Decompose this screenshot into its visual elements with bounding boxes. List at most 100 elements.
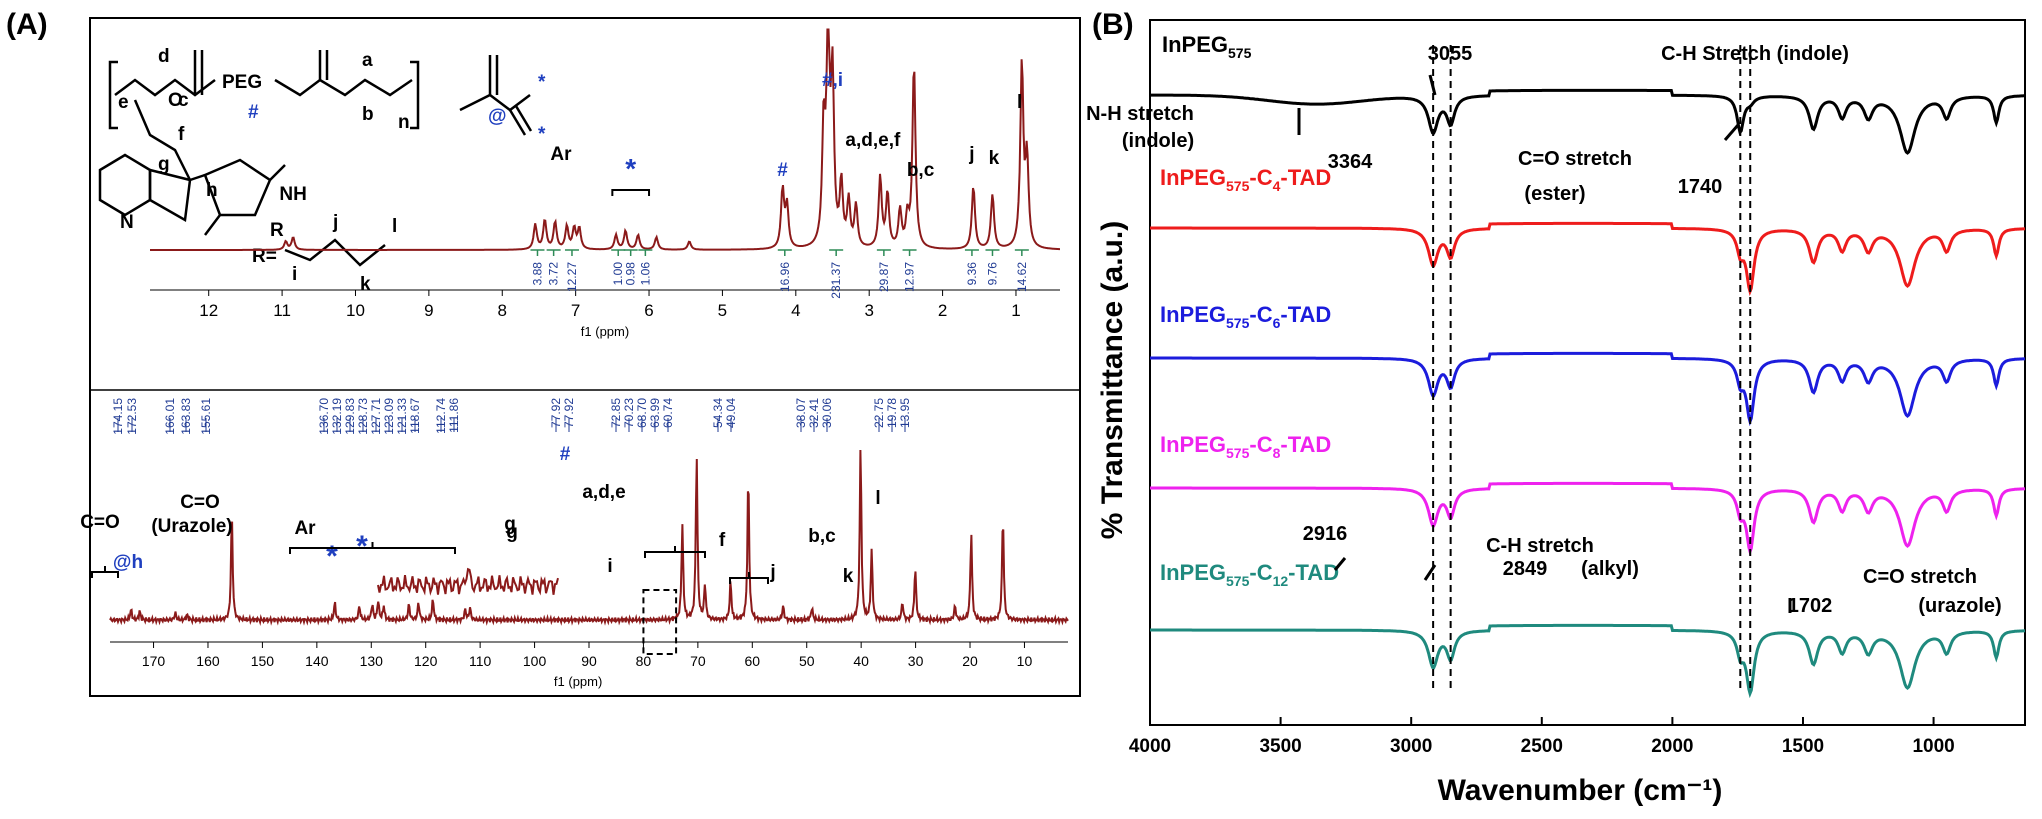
h-integral-label: 29.87 [877, 262, 891, 292]
c-nmr-peak-label: i [607, 556, 612, 577]
c-nmr-peak-label: Ar [294, 518, 316, 539]
h-nmr-peak-label: #,i [822, 70, 843, 91]
h-nmr-tick-label: 2 [938, 301, 947, 320]
h-nmr-tick-label: 10 [346, 301, 365, 320]
c-nmr-peak-value: 49.04 [724, 398, 738, 428]
c-nmr-peak-value: 174.15 [111, 398, 125, 435]
ftir-series-4 [1150, 623, 2026, 699]
ftir-label-part: InPEG [1162, 32, 1228, 57]
c-nmr-bracket [729, 572, 769, 584]
ftir-series-label-0: InPEG575 [1162, 32, 1252, 61]
h-nmr-trace [150, 28, 1060, 251]
ftir-series-label-3: InPEG575-C8-TAD [1160, 432, 1331, 461]
c-nmr-xlabel: f1 (ppm) [554, 674, 602, 689]
ftir-arrow [1423, 564, 1437, 581]
structure-label-15: * [538, 72, 546, 93]
ftir-label-part: InPEG [1160, 302, 1226, 327]
ftir-annotation-13: 1702 [1788, 595, 1833, 617]
c-nmr-peak-value: 30.06 [820, 398, 834, 428]
c-nmr-bracket [91, 566, 119, 578]
structure-label-8: f [178, 124, 185, 145]
ftir-tick-label: 2000 [1651, 736, 1693, 757]
h-integral-label: 9.76 [985, 262, 999, 286]
urazole-co2 [204, 214, 221, 236]
c-nmr-peak-label: j [769, 562, 775, 583]
nmr-frame [89, 17, 1081, 697]
structure-label-20: k [360, 274, 371, 295]
ftir-series-0 [1150, 88, 2025, 155]
structure-label-9: g [158, 154, 170, 175]
ftir-label-part: -TAD [1280, 432, 1331, 457]
h-integral-label: 9.36 [965, 262, 979, 286]
c-nmr-tick-label: 170 [142, 653, 166, 669]
ftir-annotation-12: C=O stretch [1863, 566, 1977, 588]
ftir-series-3 [1150, 481, 2026, 557]
ftir-tick-label: 1000 [1912, 736, 1954, 757]
structure-label-0: d [158, 46, 170, 67]
structure-labels: d c PEG # a b n e fg h N R O @ * * R= i j k l [118, 46, 546, 295]
urazole-co1 [269, 164, 286, 181]
ftir-tick-label: 1500 [1782, 736, 1824, 757]
ftir-annotation-4: 3364 [1328, 151, 1373, 173]
ftir-annotation-3: (indole) [1122, 130, 1194, 152]
structure-label-14: @ [488, 106, 507, 127]
ftir-chart: InPEG575InPEG575-C4-TADInPEG575-C6-TADIn… [1086, 32, 2026, 807]
chemical-structure [98, 50, 533, 267]
h-nmr-vinyl-bracket [611, 189, 651, 196]
h-nmr-peak-label: l [1017, 92, 1022, 113]
c-nmr-peak-value: 54.34 [711, 398, 725, 428]
h-nmr-peak-label: b,c [907, 160, 935, 181]
c-nmr-peak-value: 129.83 [343, 398, 357, 435]
ftir-annotation-8: 2916 [1303, 523, 1348, 545]
ftir-label-part: 575 [1228, 45, 1252, 61]
indole-pyrrole [148, 168, 192, 223]
ftir-frame [1149, 19, 2026, 726]
c-nmr-tick-label: 100 [523, 653, 547, 669]
h-integral-bracket [623, 249, 638, 256]
h-integral-label: 14.62 [1015, 262, 1029, 292]
c-nmr-peak-value: 111.86 [447, 398, 461, 433]
ftir-tick-label: 3000 [1390, 736, 1432, 757]
c-nmr-peak-label: C=O [80, 512, 120, 533]
ftir-label-part: 8 [1273, 445, 1281, 461]
c-nmr-peak-label: a,d,e [582, 482, 625, 503]
h-integral-bracket [546, 249, 561, 256]
backbone-2 [274, 78, 413, 97]
h-integral-bracket [564, 249, 579, 256]
ftir-annotation-9: C-H stretch [1486, 535, 1594, 557]
ftir-series-label-4: InPEG575-C12-TAD [1160, 560, 1339, 589]
c-nmr-peak-value: 118.67 [408, 398, 422, 434]
ftir-annotation-5: C=O stretch [1518, 148, 1632, 170]
c-nmr-peak-label: k [843, 566, 854, 587]
structure-label-11: N [120, 212, 134, 233]
structure-label-5: b [362, 104, 374, 125]
ftir-annotation-11: (alkyl) [1581, 558, 1639, 580]
c-nmr-peak-label: l [875, 488, 880, 509]
structure-label-6: n [398, 112, 410, 133]
ftir-label-part: InPEG [1160, 432, 1226, 457]
h-integral-bracket [876, 249, 891, 256]
structure-label-17: R= [252, 246, 277, 267]
c-nmr-peak-value: 123.09 [382, 398, 396, 435]
c-nmr-peak-value: 155.61 [199, 398, 213, 435]
c-nmr-tick-label: 70 [690, 653, 706, 669]
c-nmr-trace [109, 449, 1069, 626]
c-nmr-peak-value: 121.33 [395, 398, 409, 435]
h-nmr-peak-label: k [989, 148, 1000, 169]
c-nmr-peak-value: 38.07 [794, 398, 808, 428]
ftir-series-label-2: InPEG575-C6-TAD [1160, 302, 1331, 331]
c-nmr-peak-label: g [504, 514, 516, 535]
structure-label-13: O [168, 90, 183, 111]
h-nmr-tick-label: 4 [791, 301, 800, 320]
h-nmr-peak-label: j [968, 144, 974, 165]
ftir-label-part: -TAD [1280, 302, 1331, 327]
structure-label-2: PEG [222, 72, 262, 93]
ftir-annotation-6: (ester) [1524, 183, 1585, 205]
ftir-label-part: InPEG [1160, 165, 1226, 190]
c-nmr-peak-label: * [326, 540, 338, 573]
h-integral-label: 1.06 [638, 262, 652, 286]
h-integral-bracket [1014, 249, 1029, 256]
h-nmr-peak-label: * [625, 153, 636, 184]
c-nmr-peak-value: 172.53 [125, 398, 139, 435]
c-nmr-peak-value: 60.74 [661, 398, 675, 428]
